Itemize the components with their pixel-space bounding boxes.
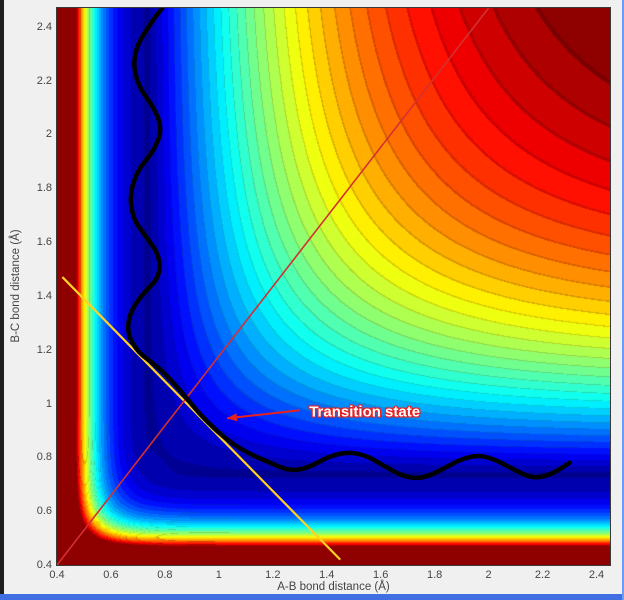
- pes-plot-area: Transition state: [56, 7, 611, 566]
- y-tick-label: 0.4: [36, 559, 52, 571]
- x-tick-label: 2: [485, 569, 492, 581]
- y-tick-label: 2: [45, 128, 52, 141]
- y-tick-label: 0.8: [36, 451, 52, 464]
- y-tick-label: 2.2: [36, 74, 52, 87]
- x-tick-label: 0.8: [157, 569, 173, 581]
- x-tick-label: 0.4: [49, 569, 65, 581]
- transition-state-label: Transition state: [309, 403, 421, 421]
- x-tick-label: 1.8: [427, 569, 443, 581]
- x-tick-label: 0.6: [103, 569, 119, 581]
- window-left-edge: [0, 0, 4, 600]
- x-axis-label: A-B bond distance (Å): [277, 581, 390, 593]
- x-tick-label: 1.2: [265, 569, 281, 581]
- pes-contour-canvas: [57, 8, 610, 565]
- window-bottom-bar: [0, 594, 624, 600]
- y-tick-label: 1.8: [36, 182, 52, 195]
- x-tick-label: 2.4: [588, 569, 605, 581]
- x-tick-label: 1.4: [319, 569, 335, 581]
- y-tick-label: 0.6: [36, 505, 52, 518]
- y-tick-label: 1.6: [36, 236, 52, 249]
- y-tick-label: 2.4: [36, 20, 52, 33]
- y-tick-label: 1: [45, 397, 52, 410]
- y-tick-label: 1.2: [36, 343, 52, 356]
- y-tick-label: 1.4: [36, 289, 52, 302]
- x-tick-label: 1: [215, 569, 222, 581]
- window-right-edge: [622, 0, 624, 600]
- x-tick-label: 1.6: [373, 569, 389, 581]
- y-axis-label: B-C bond distance (Å): [10, 229, 22, 343]
- x-tick-label: 2.2: [534, 569, 551, 581]
